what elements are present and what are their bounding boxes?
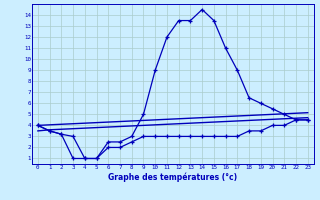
X-axis label: Graphe des températures (°c): Graphe des températures (°c): [108, 172, 237, 182]
